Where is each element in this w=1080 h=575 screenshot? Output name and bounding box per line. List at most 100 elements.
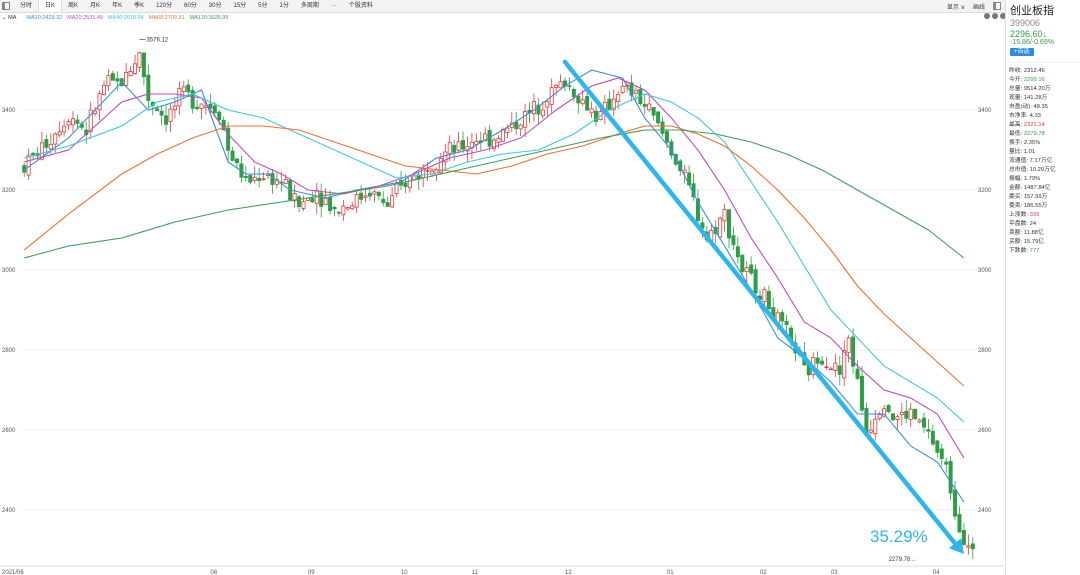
- candle-body: [461, 140, 466, 150]
- period-tab[interactable]: 5分: [258, 3, 268, 9]
- candle-body: [961, 530, 966, 545]
- y-tick-label-right: 2600: [978, 428, 992, 434]
- period-tab[interactable]: ···: [330, 3, 337, 9]
- candle-body: [128, 71, 133, 77]
- candle-body: [66, 121, 71, 126]
- candle-body: [762, 288, 767, 303]
- candle-body: [616, 94, 621, 103]
- period-tab[interactable]: 月K: [90, 3, 101, 9]
- candle-body: [780, 312, 785, 322]
- trend-arrow-line: [562, 59, 961, 550]
- candle-body: [332, 206, 337, 210]
- stat-label: 委卖:: [1009, 203, 1023, 209]
- trend-percent-label: 35.29%: [870, 527, 928, 546]
- period-tab[interactable]: 1分: [279, 3, 289, 9]
- candle-body: [846, 337, 851, 353]
- candle-body: [824, 366, 829, 369]
- candle-body: [376, 191, 381, 197]
- candle-body: [252, 176, 257, 181]
- period-tab[interactable]: 15分: [233, 3, 247, 9]
- period-tab[interactable]: 60分: [184, 3, 197, 9]
- candle-body: [155, 108, 160, 112]
- candle-body: [26, 154, 31, 176]
- candle-body: [895, 416, 900, 420]
- sidebar-toggle-icon[interactable]: [2, 2, 10, 10]
- stat-label: 最低:: [1009, 131, 1023, 137]
- y-tick-label-right: 3000: [978, 268, 992, 274]
- stat-value: 15.79亿: [1022, 239, 1045, 245]
- period-tab[interactable]: 日K: [38, 0, 63, 12]
- ma-legend-item: MA40:2618.94: [107, 14, 144, 21]
- indicator-dropdown[interactable]: ⌄ MA: [2, 14, 17, 21]
- candle-body: [186, 84, 191, 93]
- candle-body: [567, 85, 572, 88]
- period-tab[interactable]: 120分: [156, 3, 173, 9]
- candle-body: [372, 191, 377, 195]
- period-tab[interactable]: 季K: [134, 3, 145, 9]
- period-tabs: 分时 日K 周K 月K 年K 季K 120分 60分 30分 15分 5分 1分 多周期 ··· 个股资料: [14, 0, 379, 12]
- stat-label: 买额:: [1009, 239, 1023, 245]
- stat-row: 上涨数: 339: [1009, 211, 1077, 220]
- candle-body: [195, 106, 200, 110]
- period-tab[interactable]: 年K: [112, 3, 123, 9]
- candle-body: [820, 360, 825, 365]
- draw-line-button[interactable]: 画线: [972, 4, 985, 11]
- index-code: 399006: [1010, 18, 1041, 28]
- period-tab[interactable]: 30分: [208, 3, 222, 9]
- candle-body: [540, 109, 545, 117]
- stat-row: 昨收: 2312.46: [1009, 67, 1077, 76]
- ma-legend-item: MA120:3026.99: [189, 14, 229, 21]
- candle-body: [744, 267, 749, 273]
- trend-arrow-head: [948, 538, 964, 554]
- candle-body: [301, 201, 306, 209]
- panel-toggle-icon[interactable]: [993, 2, 1001, 10]
- zoom-out-icon[interactable]: [984, 13, 990, 19]
- stat-value: 7.17万亿: [1028, 158, 1053, 164]
- stat-row: 流通值: 7.17万亿: [1009, 157, 1077, 166]
- stat-value: 4.33: [1028, 113, 1041, 119]
- x-tick-label: 04: [933, 570, 940, 575]
- ma-line-ma10: [23, 69, 965, 503]
- candle-body: [722, 208, 727, 222]
- stat-value: 2321.14: [1022, 122, 1045, 128]
- candle-body: [620, 85, 625, 93]
- candle-body: [381, 198, 386, 204]
- quote-stats: 昨收: 2312.46 今开: 2299.16 总量: 9514.20万 现量: 14…: [1006, 62, 1080, 256]
- display-menu-button[interactable]: 显示 ∨: [946, 4, 965, 11]
- candle-body: [695, 198, 700, 222]
- period-tab[interactable]: 周K: [68, 3, 79, 9]
- stat-label: 换手:: [1009, 140, 1023, 146]
- stat-value: 11.88亿: [1022, 230, 1044, 236]
- close-icon[interactable]: [1000, 13, 1006, 19]
- candle-body: [726, 209, 731, 239]
- candle-body: [443, 151, 448, 163]
- stat-value: 186.55万: [1022, 203, 1048, 209]
- candle-body: [297, 196, 302, 208]
- candle-body: [350, 205, 355, 210]
- candle-body: [70, 118, 75, 126]
- candle-body: [500, 129, 505, 142]
- candle-body: [935, 440, 940, 453]
- stat-label: 下跌数:: [1009, 248, 1029, 254]
- candle-body: [31, 152, 36, 156]
- candle-body: [784, 321, 789, 326]
- candle-body: [341, 205, 346, 216]
- candle-body: [106, 75, 111, 87]
- kline-chart[interactable]: 2400 2400 2600 2600 2800 2800 3000 3000 3200 3200…: [0, 22, 1003, 575]
- candle-body: [212, 105, 217, 114]
- y-tick-label-left: 2400: [2, 508, 16, 514]
- candle-body: [948, 460, 953, 494]
- period-tab[interactable]: 多周期: [300, 3, 319, 9]
- stat-label: 总量:: [1009, 86, 1023, 92]
- period-tab[interactable]: 个股资料: [348, 3, 373, 9]
- y-tick-label-right: 3200: [978, 188, 992, 194]
- candle-body: [944, 461, 949, 465]
- add-watchlist-button[interactable]: +自选: [1010, 48, 1034, 56]
- stat-row: 总市值: 10.20万亿: [1009, 166, 1077, 175]
- candle-body: [492, 139, 497, 150]
- y-tick-label-right: 3400: [978, 108, 992, 114]
- stat-label: 金额:: [1009, 185, 1023, 191]
- period-tab[interactable]: 分时: [20, 3, 33, 9]
- period-toolbar: 分时 日K 周K 月K 年K 季K 120分 60分 30分 15分 5分 1分 多周期 ··· 个股资料 …: [0, 0, 1005, 13]
- zoom-in-icon[interactable]: [992, 13, 998, 19]
